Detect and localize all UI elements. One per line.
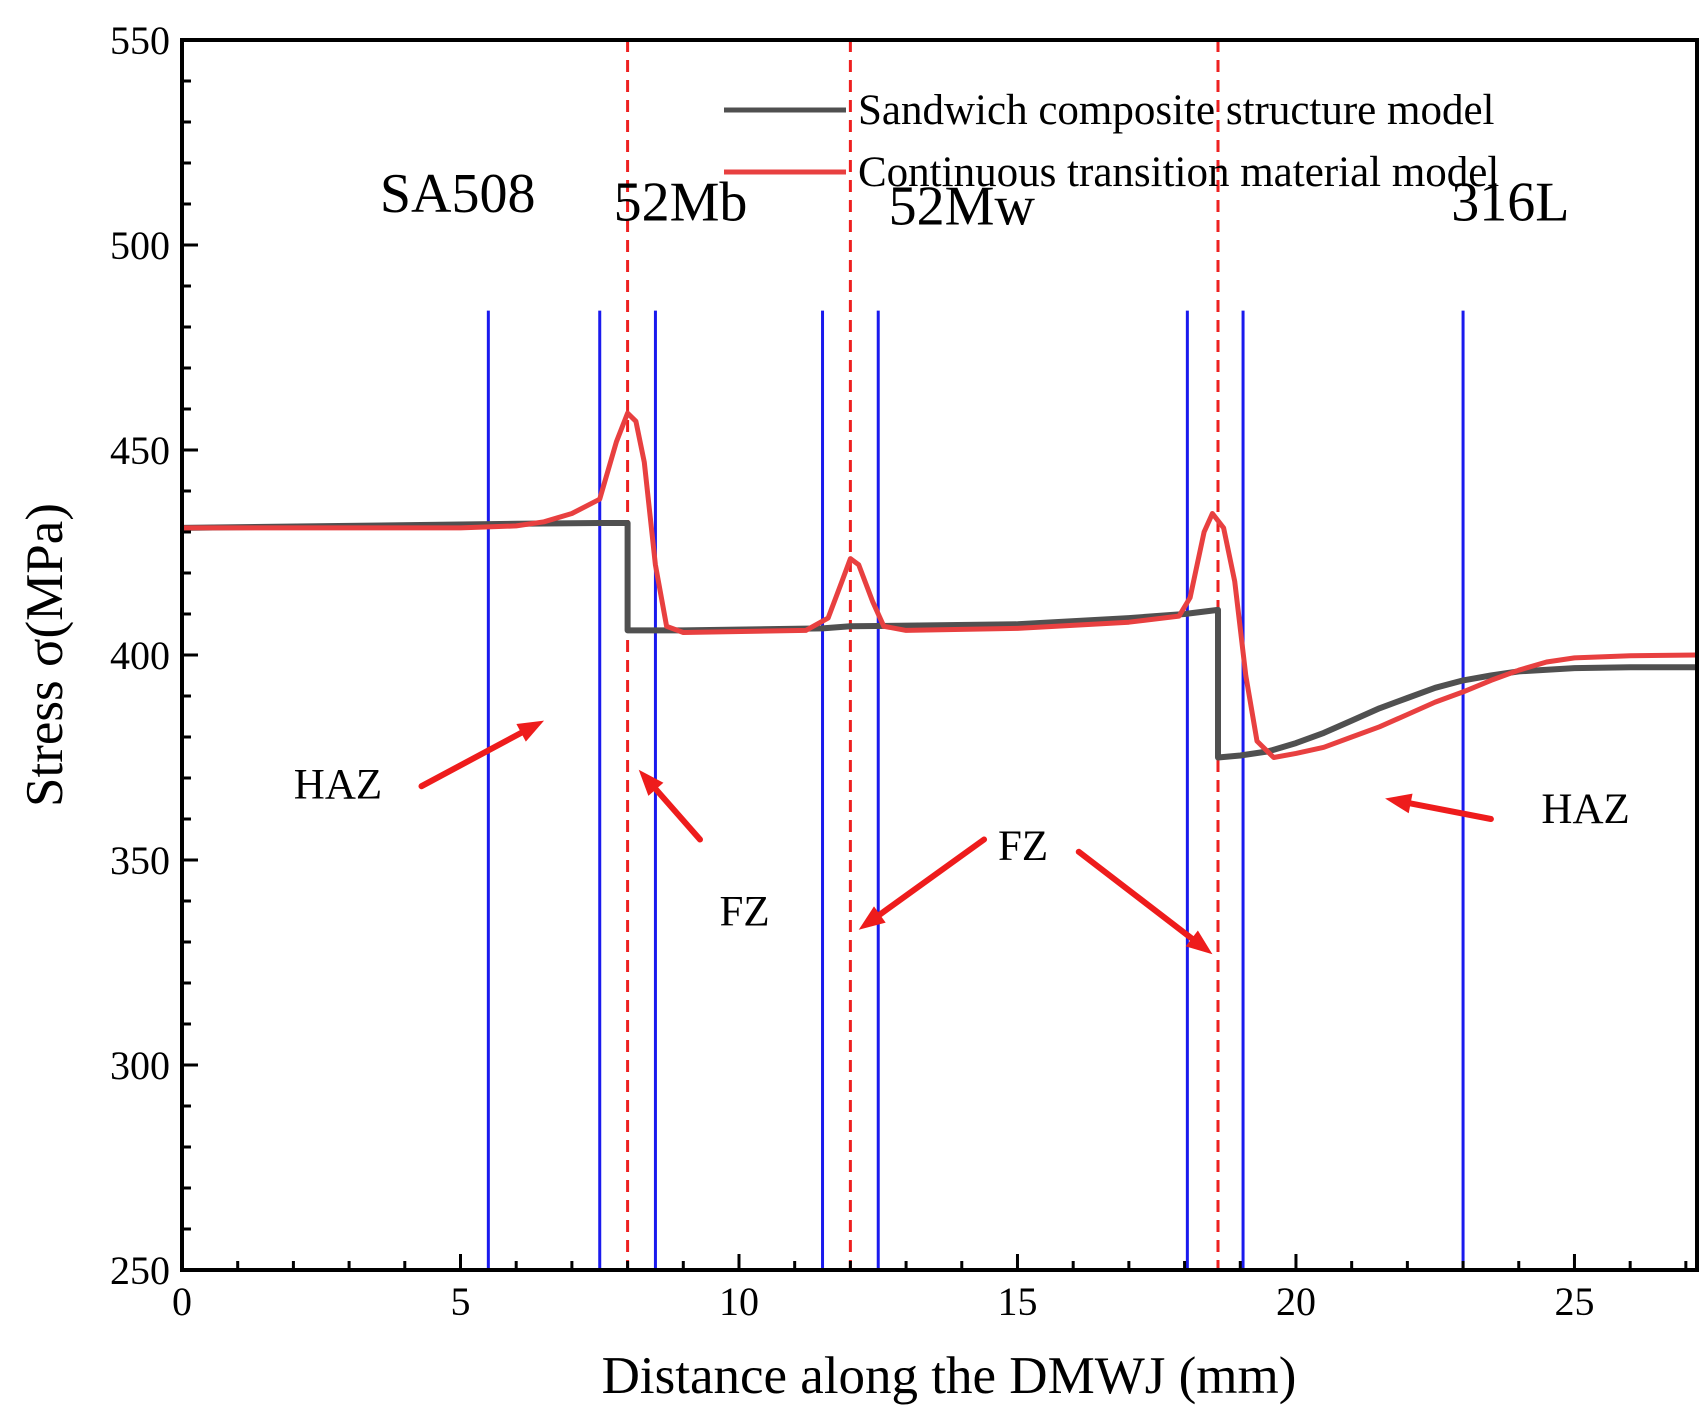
y-tick-label: 550 — [110, 18, 170, 63]
legend-label-sandwich: Sandwich composite structure model — [858, 87, 1495, 134]
y-tick-label: 400 — [110, 633, 170, 678]
annotation-arrow — [1075, 848, 1195, 942]
annotation-arrowhead — [1185, 930, 1213, 955]
annotation-arrow — [876, 836, 988, 918]
x-tick-label: 10 — [719, 1279, 759, 1324]
y-tick-label: 350 — [110, 838, 170, 883]
legend: Sandwich composite structure model Conti… — [724, 87, 1499, 196]
legend-label-continuous: Continuous transition material model — [858, 149, 1499, 196]
annotation-label: HAZ — [294, 762, 382, 809]
annotation-arrowhead — [858, 906, 886, 930]
annotation-label: FZ — [998, 823, 1048, 870]
x-tick-label: 5 — [450, 1279, 470, 1324]
region-label: 52Mb — [614, 171, 748, 233]
y-tick-label: 450 — [110, 428, 170, 473]
annotation-arrowhead — [638, 769, 664, 796]
region-label: 316L — [1451, 171, 1569, 233]
annotation-arrow — [418, 729, 525, 790]
y-tick-label: 250 — [110, 1248, 170, 1293]
annotation-arrowhead — [516, 720, 545, 742]
annotation-label: HAZ — [1541, 786, 1629, 833]
x-tick-label: 0 — [172, 1279, 192, 1324]
region-label: 52Mw — [889, 176, 1036, 238]
annotation-label: FZ — [719, 889, 769, 936]
annotation-arrow — [1407, 800, 1494, 822]
y-tick-label: 300 — [110, 1043, 170, 1088]
x-tick-label: 15 — [997, 1279, 1037, 1324]
series-line-continuous — [182, 410, 1697, 760]
y-axis-label: Stress σ(MPa) — [16, 503, 74, 807]
series-line-sandwich — [182, 520, 1697, 761]
x-tick-label: 25 — [1554, 1279, 1594, 1324]
region-label: SA508 — [380, 163, 536, 225]
annotation-arrow — [652, 786, 703, 843]
x-tick-label: 20 — [1276, 1279, 1316, 1324]
y-tick-label: 500 — [110, 223, 170, 268]
annotation-arrowhead — [1385, 793, 1413, 814]
x-axis-label: Distance along the DMWJ (mm) — [602, 1347, 1297, 1405]
